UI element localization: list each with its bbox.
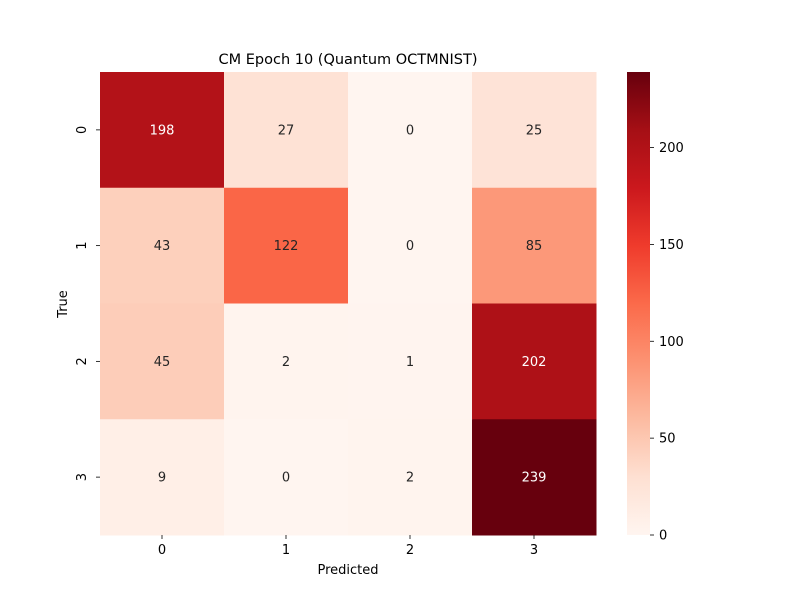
cell-value-label: 0	[406, 239, 414, 254]
y-axis: 0 1 2 3	[75, 126, 100, 481]
heatmap-cell-0-0	[100, 72, 225, 189]
cell-value-label: 25	[526, 123, 543, 138]
x-tick-label: 2	[406, 543, 414, 558]
cell-value-label: 45	[154, 355, 171, 370]
y-tick-label: 1	[75, 241, 90, 249]
heatmap-grid: 198 27 0 25 43 122 0 85 45 2 1 202 9 0 2 239	[100, 72, 597, 536]
y-tick-label: 0	[75, 126, 90, 134]
x-axis: 0 1 2 3	[158, 535, 538, 558]
y-tick-label: 3	[75, 473, 90, 481]
cell-value-label: 85	[526, 239, 543, 254]
colorbar: 0 50 100 150 200	[627, 72, 684, 544]
cell-value-label: 122	[274, 239, 299, 254]
cell-value-label: 27	[278, 123, 295, 138]
heatmap-cell-1-3	[472, 187, 597, 304]
heatmap-cell-1-0	[100, 187, 225, 304]
heatmap-cell-3-0	[100, 419, 225, 536]
x-tick-label: 1	[282, 543, 290, 558]
heatmap-cell-3-2	[348, 419, 473, 536]
cell-value-label: 1	[406, 355, 414, 370]
cell-value-label: 0	[282, 471, 290, 486]
cell-value-label: 198	[150, 123, 175, 138]
heatmap-cell-1-1	[224, 187, 349, 304]
colorbar-tick-label: 200	[659, 141, 684, 156]
heatmap-cell-1-2	[348, 187, 473, 304]
cell-value-label: 2	[406, 471, 414, 486]
y-tick-label: 2	[75, 357, 90, 365]
cell-value-label: 9	[158, 471, 166, 486]
cell-value-label: 0	[406, 123, 414, 138]
colorbar-gradient	[627, 72, 650, 535]
x-axis-label: Predicted	[317, 563, 378, 578]
x-tick-label: 3	[530, 543, 538, 558]
x-tick-label: 0	[158, 543, 166, 558]
cell-value-label: 2	[282, 355, 290, 370]
heatmap-cell-3-3	[472, 419, 597, 536]
colorbar-tick-label: 100	[659, 335, 684, 350]
heatmap-cell-3-1	[224, 419, 349, 536]
y-axis-label: True	[56, 290, 71, 319]
heatmap-cell-0-3	[472, 72, 597, 189]
heatmap-cell-2-0	[100, 303, 225, 420]
heatmap-cell-0-2	[348, 72, 473, 189]
colorbar-tick-label: 150	[659, 238, 684, 253]
heatmap-cell-0-1	[224, 72, 349, 189]
cell-value-label: 43	[154, 239, 171, 254]
cell-value-label: 202	[522, 355, 547, 370]
colorbar-tick-label: 50	[659, 432, 676, 447]
chart-title: CM Epoch 10 (Quantum OCTMNIST)	[218, 52, 477, 68]
heatmap-cell-2-2	[348, 303, 473, 420]
heatmap-cell-2-1	[224, 303, 349, 420]
colorbar-tick-label: 0	[659, 529, 667, 544]
heatmap-cell-2-3	[472, 303, 597, 420]
cell-value-label: 239	[522, 471, 547, 486]
